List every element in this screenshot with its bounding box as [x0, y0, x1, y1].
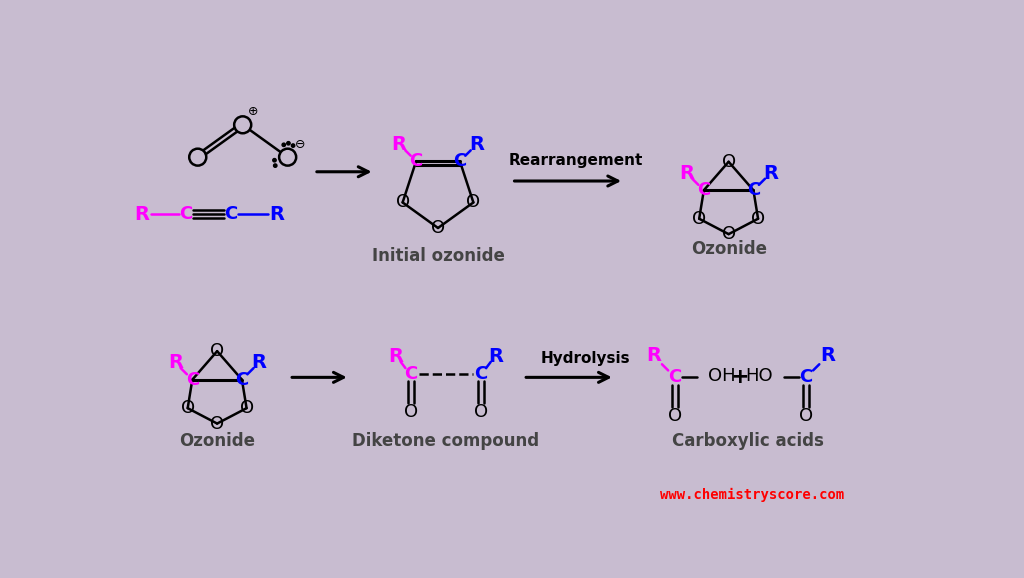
Circle shape [282, 143, 286, 146]
Text: Carboxylic acids: Carboxylic acids [672, 432, 824, 450]
Text: Initial ozonide: Initial ozonide [372, 247, 505, 265]
Text: C: C [800, 368, 813, 386]
Text: C: C [697, 181, 711, 199]
Text: R: R [391, 135, 407, 154]
Text: C: C [236, 370, 249, 388]
Text: Ozonide: Ozonide [179, 432, 255, 450]
Text: C: C [454, 152, 467, 170]
Circle shape [287, 142, 290, 145]
Text: C: C [185, 370, 199, 388]
Text: R: R [269, 205, 285, 224]
Text: R: R [488, 347, 504, 366]
Text: R: R [646, 346, 660, 365]
Circle shape [189, 149, 206, 166]
Text: O: O [240, 399, 254, 417]
Circle shape [272, 158, 276, 162]
Text: R: R [763, 164, 778, 183]
Text: O: O [403, 403, 418, 421]
Text: R: R [252, 353, 266, 372]
Text: O: O [473, 403, 487, 421]
Text: O: O [668, 407, 682, 425]
Text: R: R [388, 347, 402, 366]
Text: C: C [410, 152, 423, 170]
Text: ⊖: ⊖ [295, 138, 305, 150]
Text: C: C [746, 181, 760, 199]
Text: www.chemistryscore.com: www.chemistryscore.com [659, 488, 844, 502]
Text: C: C [179, 205, 193, 223]
Text: O: O [210, 342, 224, 360]
Text: C: C [224, 205, 238, 223]
Circle shape [273, 164, 276, 167]
Text: OH: OH [708, 367, 735, 385]
Text: R: R [679, 164, 694, 183]
Text: O: O [180, 399, 195, 417]
Text: Diketone compound: Diketone compound [352, 432, 540, 450]
Text: ⊕: ⊕ [248, 105, 258, 118]
Text: +: + [731, 368, 750, 387]
Text: C: C [669, 368, 682, 386]
Text: O: O [210, 414, 224, 432]
Circle shape [234, 116, 251, 134]
Text: C: C [404, 365, 418, 383]
Text: Ozonide: Ozonide [690, 240, 767, 258]
Text: O: O [722, 225, 735, 243]
Text: O: O [692, 210, 707, 228]
Text: R: R [469, 135, 484, 154]
Text: O: O [466, 194, 480, 212]
Text: O: O [799, 407, 813, 425]
Text: Rearrangement: Rearrangement [509, 153, 643, 168]
Text: R: R [168, 353, 182, 372]
Text: R: R [820, 346, 836, 365]
Text: O: O [751, 210, 765, 228]
Text: HO: HO [745, 367, 773, 385]
Text: O: O [431, 219, 445, 237]
Text: O: O [395, 194, 410, 212]
Text: Hydrolysis: Hydrolysis [541, 351, 630, 366]
Text: C: C [474, 365, 487, 383]
Circle shape [292, 144, 295, 147]
Circle shape [280, 149, 296, 166]
Text: O: O [722, 153, 735, 171]
Text: R: R [134, 205, 150, 224]
